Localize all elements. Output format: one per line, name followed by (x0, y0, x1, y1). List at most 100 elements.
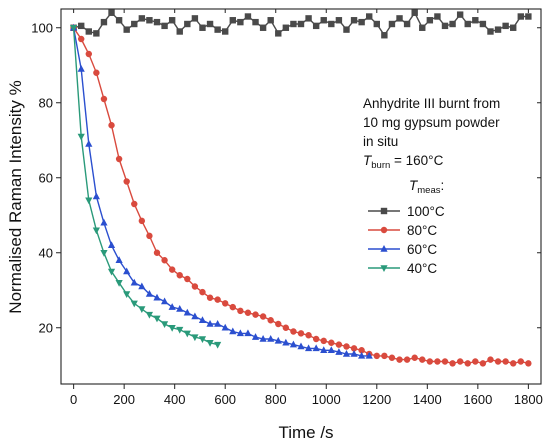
data-point (214, 341, 222, 349)
burn-value: = 160°C (390, 153, 443, 168)
data-point (525, 13, 532, 20)
data-point (381, 32, 388, 39)
data-point (456, 11, 464, 18)
data-point (343, 26, 350, 33)
data-point (441, 358, 449, 365)
data-point (78, 22, 85, 30)
data-point (107, 268, 116, 276)
data-point (138, 217, 146, 225)
data-point (206, 339, 214, 347)
annotation-burn-temperature: Tburn = 160°C (363, 153, 444, 171)
data-point (434, 358, 441, 365)
series-1 (70, 24, 532, 367)
data-point (502, 22, 509, 30)
data-point (358, 347, 365, 354)
series-line (73, 27, 529, 365)
data-point (358, 18, 365, 26)
data-point (198, 336, 207, 343)
data-point (274, 336, 282, 344)
x-tick-label: 1600 (463, 392, 492, 407)
data-point (327, 346, 335, 354)
data-point (100, 95, 108, 103)
legend-entry: 80°C (368, 223, 437, 238)
data-point (130, 300, 138, 308)
axes-layer: 0 200 400 600 800 1000 1200 1400 1600 1800 20 40 60 8… (31, 8, 543, 407)
data-point (131, 200, 138, 208)
data-point (282, 324, 290, 331)
data-point (146, 232, 153, 240)
data-point (426, 358, 434, 365)
data-point (70, 24, 78, 32)
data-point (92, 227, 100, 235)
x-axis-title: Time /s (278, 423, 333, 442)
data-point (282, 24, 290, 31)
data-point (434, 13, 441, 20)
data-point (251, 333, 260, 340)
series-line (72, 27, 370, 357)
data-point (100, 218, 108, 226)
data-point (191, 15, 199, 22)
legend-title: Tmeas: (409, 178, 444, 196)
data-point (222, 300, 229, 307)
data-point (259, 335, 267, 342)
data-point (153, 249, 161, 256)
data-point (237, 307, 244, 315)
data-point (267, 335, 275, 342)
data-point (419, 24, 426, 31)
data-point (115, 279, 123, 287)
data-point (328, 339, 335, 346)
data-point (115, 256, 123, 264)
y-axis-title: Normalised Raman Intensity % (6, 80, 25, 313)
data-point (206, 20, 214, 28)
data-point (267, 17, 274, 24)
x-tick-label: 600 (214, 392, 236, 407)
data-point (419, 356, 426, 363)
legend-swatch-marker (380, 245, 388, 252)
legend-swatch-marker (380, 207, 388, 215)
data-point (494, 358, 502, 365)
data-point (85, 50, 92, 58)
y-tick-label: 100 (31, 20, 53, 35)
data-point (78, 35, 85, 43)
data-point (350, 345, 358, 352)
data-point (191, 283, 199, 290)
data-point (441, 22, 449, 30)
data-point (297, 342, 305, 350)
legend-title-symbol: T (409, 178, 419, 193)
legend-entry: 100°C (368, 204, 445, 219)
data-point (510, 360, 517, 367)
data-point (487, 356, 494, 363)
data-point (214, 320, 222, 327)
data-point (146, 17, 153, 24)
data-point (297, 330, 305, 337)
annotation-line-1: Anhydrite III burnt from (363, 96, 500, 111)
data-point (229, 303, 236, 311)
data-point (335, 341, 343, 348)
data-point (517, 358, 524, 365)
legend-entries: 100°C 80°C 60°C 40°C (368, 204, 445, 276)
data-point (145, 290, 154, 297)
data-point (183, 330, 191, 338)
data-point (335, 17, 343, 24)
legend-entry: 60°C (368, 242, 437, 257)
data-point (350, 17, 358, 24)
data-point (275, 320, 282, 328)
data-point (138, 15, 146, 22)
data-point (85, 140, 93, 147)
data-point (252, 18, 259, 26)
data-point (366, 13, 373, 20)
data-point (244, 309, 252, 316)
x-tick-label: 1400 (413, 392, 442, 407)
y-tick-label: 80 (39, 95, 53, 110)
data-point (123, 267, 131, 275)
data-point (328, 20, 335, 28)
x-tick-label: 1200 (362, 392, 391, 407)
data-point (191, 312, 199, 320)
data-point (229, 327, 237, 335)
data-point (244, 13, 252, 20)
data-point (335, 348, 343, 355)
data-point (184, 20, 191, 28)
data-point (358, 351, 366, 359)
data-point (373, 20, 380, 28)
